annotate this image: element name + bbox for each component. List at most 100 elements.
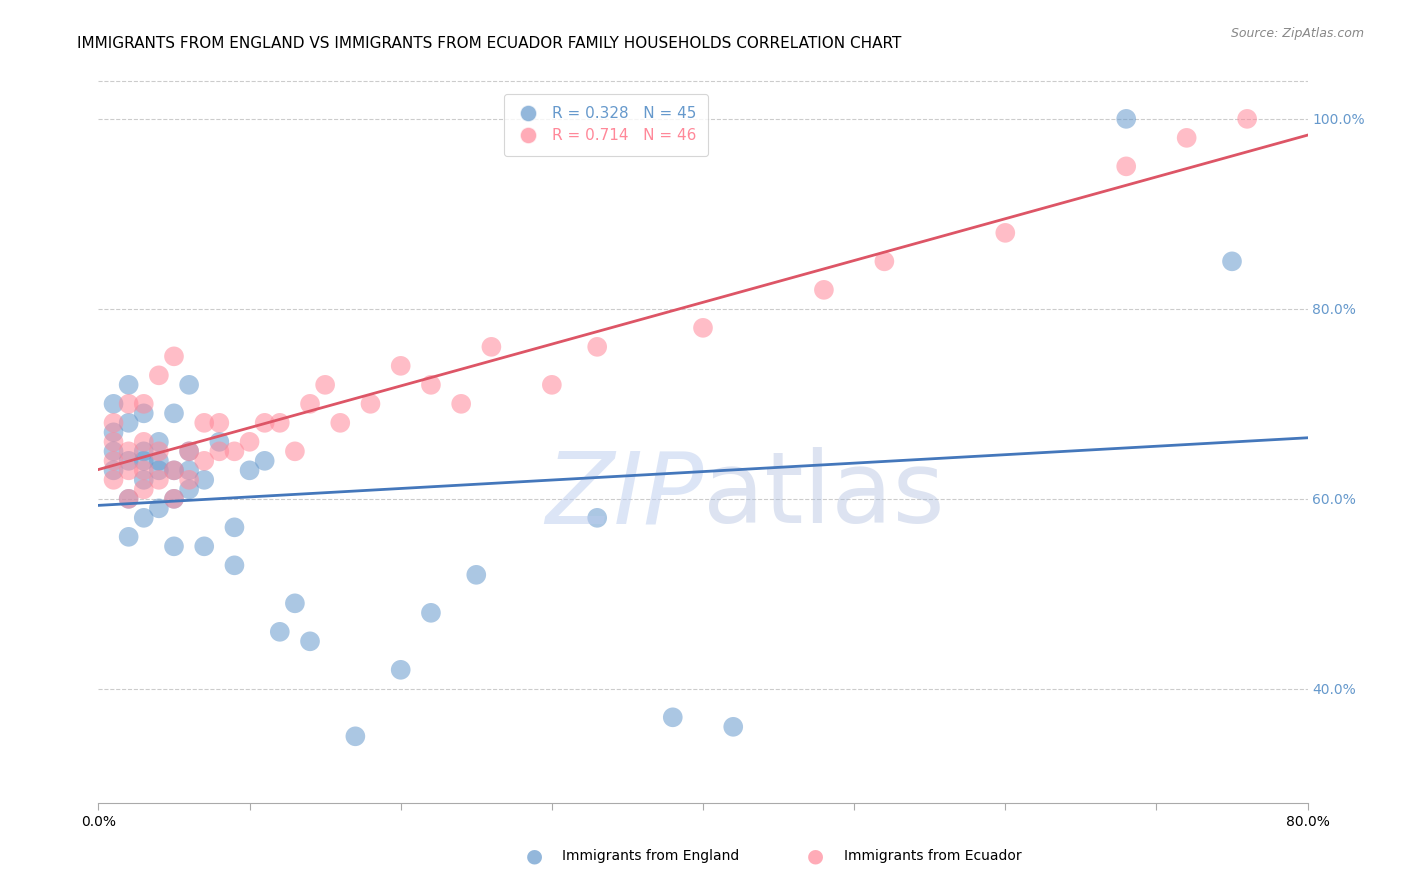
Point: [118, 530, 141, 544]
Point: [465, 567, 488, 582]
Point: [1220, 254, 1243, 268]
Point: [661, 710, 683, 724]
Point: [118, 444, 141, 458]
Point: [692, 321, 714, 335]
Point: [1115, 159, 1137, 173]
Point: [344, 729, 367, 743]
Point: [193, 454, 215, 468]
Point: [118, 397, 141, 411]
Point: [103, 463, 125, 477]
Point: [540, 377, 562, 392]
Point: [179, 473, 201, 487]
Point: [148, 501, 170, 516]
Point: [163, 406, 186, 420]
Point: [208, 416, 231, 430]
Point: [389, 663, 412, 677]
Point: [118, 491, 141, 506]
Point: [148, 473, 170, 487]
Point: [163, 349, 186, 363]
Point: [148, 368, 170, 383]
Point: [118, 463, 141, 477]
Point: [873, 254, 896, 268]
Point: [193, 473, 215, 487]
Point: [148, 454, 170, 468]
Point: [299, 634, 322, 648]
Point: [284, 596, 307, 610]
Point: [148, 463, 170, 477]
Point: [224, 444, 246, 458]
Point: [723, 720, 745, 734]
Point: [193, 539, 215, 553]
Point: [103, 397, 125, 411]
Point: [586, 511, 609, 525]
Text: Source: ZipAtlas.com: Source: ZipAtlas.com: [1230, 27, 1364, 40]
Point: [239, 434, 262, 449]
Point: [420, 377, 443, 392]
Point: [179, 444, 201, 458]
Text: IMMIGRANTS FROM ENGLAND VS IMMIGRANTS FROM ECUADOR FAMILY HOUSEHOLDS CORRELATION: IMMIGRANTS FROM ENGLAND VS IMMIGRANTS FR…: [77, 36, 901, 51]
Point: [239, 463, 262, 477]
Point: [179, 444, 201, 458]
Point: [224, 520, 246, 534]
Point: [132, 434, 155, 449]
Point: [132, 406, 155, 420]
Point: [132, 483, 155, 497]
Point: [163, 491, 186, 506]
Text: Immigrants from Ecuador: Immigrants from Ecuador: [844, 849, 1021, 863]
Point: [132, 511, 155, 525]
Point: [269, 416, 291, 430]
Point: [163, 463, 186, 477]
Point: [103, 425, 125, 440]
Point: [1115, 112, 1137, 126]
Point: [118, 377, 141, 392]
Point: [132, 444, 155, 458]
Point: [420, 606, 443, 620]
Point: [284, 444, 307, 458]
Point: [450, 397, 472, 411]
Text: ●: ●: [807, 847, 824, 866]
Point: [118, 491, 141, 506]
Point: [586, 340, 609, 354]
Legend: R = 0.328   N = 45, R = 0.714   N = 46: R = 0.328 N = 45, R = 0.714 N = 46: [505, 94, 709, 156]
Text: Immigrants from England: Immigrants from England: [562, 849, 740, 863]
Text: ●: ●: [526, 847, 543, 866]
Point: [1175, 131, 1198, 145]
Point: [103, 473, 125, 487]
Point: [103, 454, 125, 468]
Point: [208, 444, 231, 458]
Point: [314, 377, 336, 392]
Point: [118, 454, 141, 468]
Point: [269, 624, 291, 639]
Point: [132, 473, 155, 487]
Point: [329, 416, 352, 430]
Point: [360, 397, 382, 411]
Point: [224, 558, 246, 573]
Text: atlas: atlas: [703, 447, 945, 544]
Point: [179, 377, 201, 392]
Point: [193, 416, 215, 430]
Point: [481, 340, 503, 354]
Point: [163, 491, 186, 506]
Point: [118, 416, 141, 430]
Point: [103, 416, 125, 430]
Point: [179, 483, 201, 497]
Point: [103, 444, 125, 458]
Point: [132, 463, 155, 477]
Point: [132, 454, 155, 468]
Point: [103, 434, 125, 449]
Point: [253, 416, 276, 430]
Point: [163, 463, 186, 477]
Point: [179, 463, 201, 477]
Text: ZIP: ZIP: [544, 447, 703, 544]
Point: [163, 539, 186, 553]
Point: [132, 397, 155, 411]
Point: [253, 454, 276, 468]
Point: [994, 226, 1017, 240]
Point: [1236, 112, 1258, 126]
Point: [389, 359, 412, 373]
Point: [299, 397, 322, 411]
Point: [813, 283, 835, 297]
Point: [148, 434, 170, 449]
Point: [148, 444, 170, 458]
Point: [208, 434, 231, 449]
